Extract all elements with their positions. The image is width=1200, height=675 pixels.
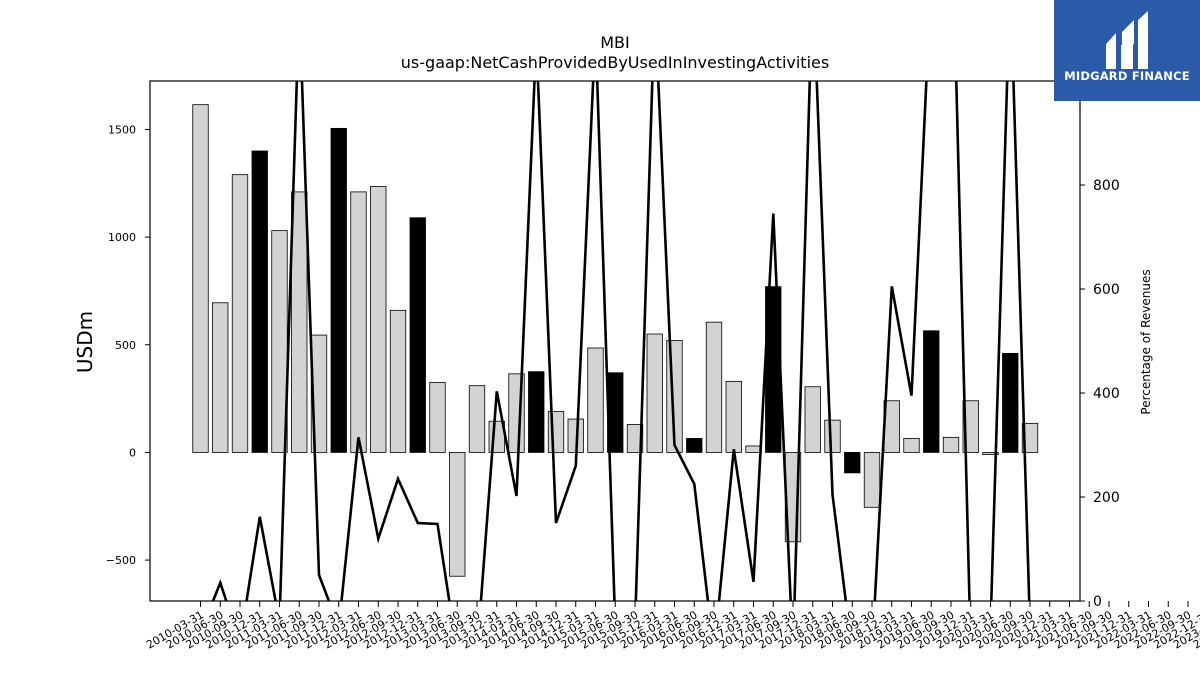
bar (231, 174, 249, 453)
y2-tick-label: 400 (1093, 386, 1120, 402)
logo-mark-icon (1106, 11, 1148, 69)
y-tick-label: 1000 (108, 231, 136, 244)
bars-group (192, 104, 1039, 577)
bar (251, 150, 268, 453)
bar (804, 386, 821, 453)
bar (725, 380, 742, 453)
bar (646, 333, 663, 453)
y2-axis-label: Percentage of Revenues (1139, 269, 1153, 414)
bar (468, 385, 486, 453)
bar (626, 424, 644, 453)
bar (350, 191, 367, 453)
axes-group: −50005001000150002004006008002010-03-312… (106, 80, 1200, 652)
y-tick-label: 500 (115, 339, 136, 352)
bar (962, 400, 979, 453)
bar (409, 217, 426, 453)
bar (863, 452, 881, 508)
bar (923, 330, 940, 453)
logo-text: MIDGARD FINANCE (1064, 69, 1190, 83)
bar (528, 371, 545, 453)
bar (745, 445, 762, 453)
chart-title: MBI (600, 33, 630, 52)
chart-subtitle: us-gaap:NetCashProvidedByUsedInInvesting… (401, 53, 829, 72)
bar (192, 104, 209, 453)
bar (844, 452, 861, 474)
bar (903, 438, 920, 453)
bar (370, 186, 387, 453)
bar (449, 452, 466, 577)
bar (212, 302, 229, 453)
bar (824, 419, 841, 453)
y-axis-label: USDm (73, 311, 97, 373)
y2-tick-label: 200 (1093, 490, 1120, 506)
bar (429, 382, 446, 453)
logo: MIDGARD FINANCE (1054, 0, 1200, 101)
bar (705, 321, 723, 453)
y-tick-label: 1500 (108, 123, 136, 136)
bar (1002, 352, 1019, 453)
y2-tick-label: 0 (1093, 594, 1102, 610)
revenue-pct-line (211, 81, 1031, 601)
y-tick-label: 0 (129, 446, 136, 459)
bar (587, 347, 604, 453)
revenue-pct-line-group (211, 81, 1031, 601)
y2-tick-label: 600 (1093, 282, 1120, 298)
y2-tick-label: 800 (1093, 178, 1120, 194)
bar (389, 309, 407, 453)
bar (942, 436, 960, 453)
y-tick-label: −500 (106, 554, 136, 567)
bar (291, 191, 308, 453)
bar (686, 438, 703, 453)
bar (330, 127, 347, 453)
bar (1021, 422, 1039, 453)
bar (982, 452, 999, 455)
bar (310, 334, 328, 453)
